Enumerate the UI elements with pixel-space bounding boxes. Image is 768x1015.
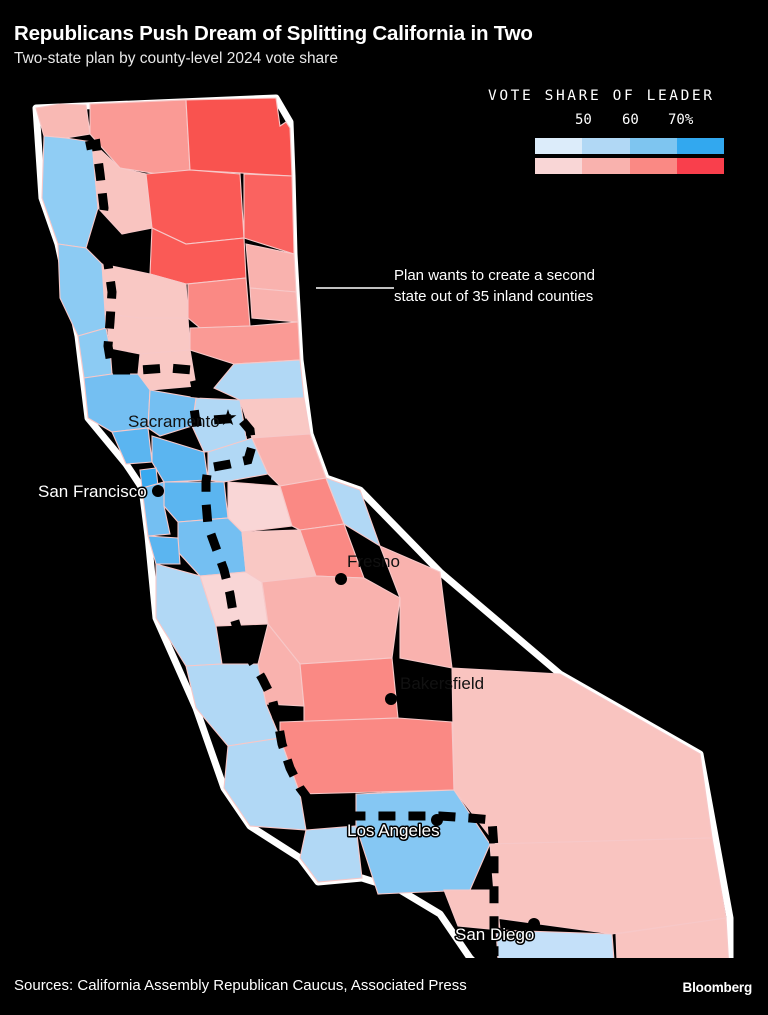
capital-star-icon: ★ (218, 405, 238, 430)
county-colusa (105, 313, 191, 355)
legend-bar-trump (535, 158, 724, 174)
county-ventura (299, 825, 363, 883)
county-san-diego (495, 929, 615, 958)
city-label-san-diego: San Diego (455, 925, 534, 944)
city-dot-icon (431, 814, 443, 826)
county-inyo (379, 544, 453, 669)
state-outline (32, 94, 734, 958)
legend-swatch-trump-3 (629, 158, 677, 174)
annotation-line-1: Plan wants to create a second (394, 267, 595, 284)
legend-swatch-trump-1 (535, 158, 583, 174)
legend-swatch-harris-4 (676, 138, 724, 154)
county-lassen (243, 173, 295, 255)
county-solano (147, 389, 197, 437)
city-layer: ★Sacramento San Francisco Fresno Bakersfiel… (37, 405, 540, 946)
footer-divider (0, 962, 768, 963)
map-container: ★ Sacramento San Francisco Fresno Bakersfiel… (0, 78, 768, 958)
annotation-leader-line (316, 287, 394, 289)
legend-swatch-trump-2 (582, 158, 630, 174)
county-butte (187, 277, 251, 329)
page-subtitle: Two-state plan by county-level 2024 vote… (14, 50, 338, 67)
county-humboldt (41, 135, 99, 249)
county-kern (279, 717, 455, 795)
legend-tick-labels: 50 60 70% (535, 112, 724, 130)
city-label-fresno: Fresno (347, 552, 400, 571)
county-yolo (137, 349, 197, 391)
county-san-luis-obispo (185, 663, 281, 747)
split-boundary-line (85, 138, 499, 956)
county-del-norte (35, 103, 91, 139)
county-sierra (249, 287, 299, 323)
city-label-san-francisco: San Francisco (38, 482, 147, 501)
legend-bar-harris (535, 138, 724, 154)
city-label-bakersfield: Bakersfield (400, 674, 484, 693)
page-title: Republicans Push Dream of Splitting Cali… (14, 22, 533, 45)
county-san-mateo (141, 481, 171, 537)
city-dot-icon (385, 693, 397, 705)
county-tulare (299, 657, 399, 723)
source-note: Sources: California Assembly Republican … (14, 977, 467, 994)
california-county-map: ★Sacramento San Francisco Fresno Bakersfiel… (32, 94, 734, 958)
legend-swatch-trump-4 (676, 158, 724, 174)
county-mendocino (57, 243, 107, 337)
legend-title: VOTE SHARE OF LEADER (488, 88, 715, 104)
county-stanislaus (227, 481, 293, 533)
county-santa-cruz (147, 535, 181, 565)
county-san-bernardino (451, 667, 713, 845)
city-dot-icon (152, 485, 164, 497)
city-dot-icon (528, 918, 540, 930)
legend-swatch-harris-3 (629, 138, 677, 154)
city-dot-icon (335, 573, 347, 585)
bloomberg-logo: Bloomberg (682, 980, 753, 995)
county-yuba-nevada (189, 321, 301, 365)
legend-swatch-harris-2 (582, 138, 630, 154)
county-modoc (185, 97, 293, 177)
county-imperial (615, 917, 729, 958)
legend-tick-50: 50 (575, 112, 592, 128)
city-label-sacramento: Sacramento (128, 412, 220, 431)
county-contra-costa (151, 435, 209, 483)
legend-tick-70: 70% (668, 112, 694, 128)
county-alameda (163, 481, 229, 523)
county-lake (77, 327, 113, 379)
legend-tick-60: 60 (622, 112, 639, 128)
county-riverside (489, 837, 727, 935)
city-label-los-angeles: Los Angeles (347, 821, 440, 840)
annotation-line-2: state out of 35 inland counties (394, 288, 594, 305)
county-placer-eldorado (213, 359, 305, 401)
legend-swatch-harris-1 (535, 138, 583, 154)
